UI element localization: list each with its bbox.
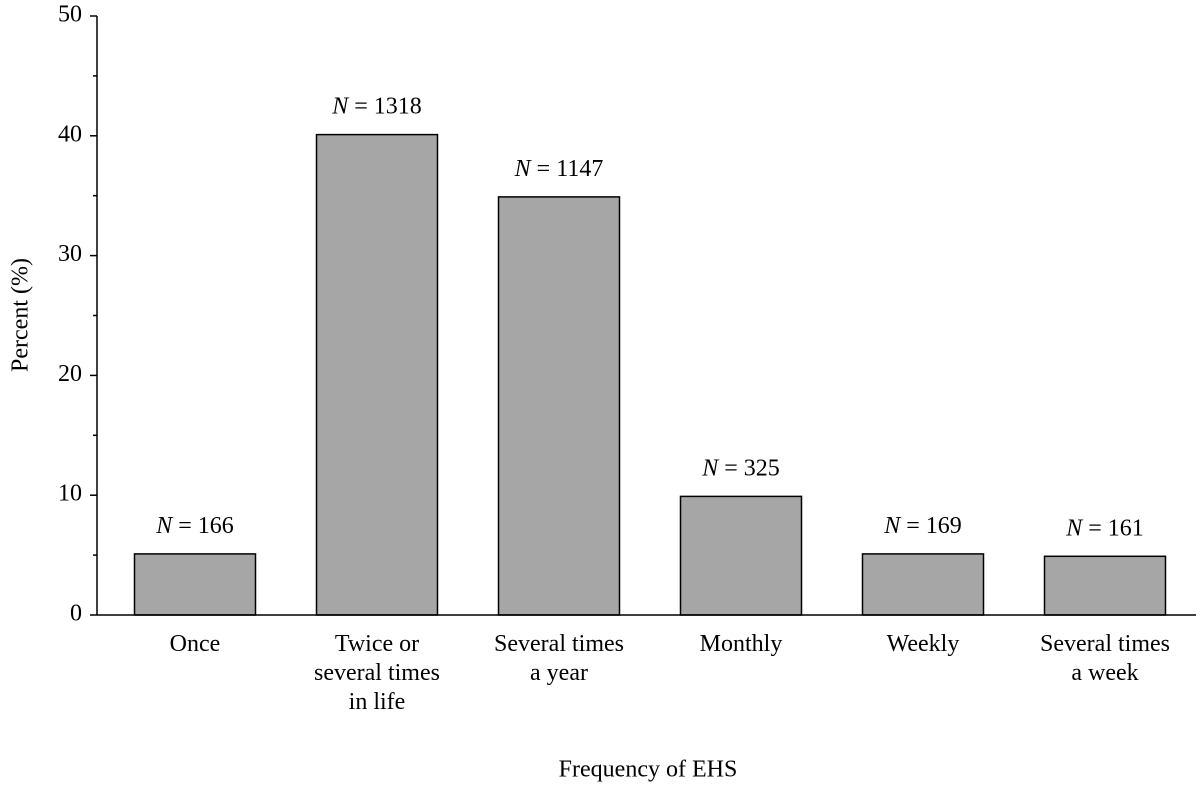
bar-annotation: N = 1147: [514, 155, 604, 181]
bar-annotation: N = 161: [1065, 515, 1144, 541]
bar-annotation: N = 166: [155, 512, 234, 538]
y-tick-label: 30: [58, 241, 82, 267]
bar: [497, 196, 621, 616]
y-tick-label: 0: [70, 601, 82, 627]
y-axis-title: Percent (%): [8, 258, 34, 372]
x-tick-label: Weekly: [886, 631, 960, 657]
x-tick-label: Several times a year: [494, 631, 624, 686]
y-tick-label: 50: [58, 2, 82, 28]
y-tick-label: 20: [58, 361, 82, 387]
bar: [1043, 555, 1167, 616]
x-tick-label: Twice or several times in life: [314, 631, 440, 715]
bar: [315, 133, 439, 616]
x-axis-title: Frequency of EHS: [559, 757, 738, 783]
x-tick-label: Monthly: [699, 631, 783, 657]
bar: [679, 495, 803, 616]
bar: [861, 553, 985, 616]
y-tick-label: 40: [58, 121, 82, 147]
x-tick-label: Several times a week: [1040, 631, 1170, 686]
bar-annotation: N = 1318: [331, 93, 422, 119]
bar-annotation: N = 325: [701, 455, 780, 481]
x-tick-label: Once: [169, 631, 221, 657]
bar-annotation: N = 169: [883, 512, 962, 538]
bar: [133, 553, 257, 616]
y-tick-label: 10: [58, 481, 82, 507]
